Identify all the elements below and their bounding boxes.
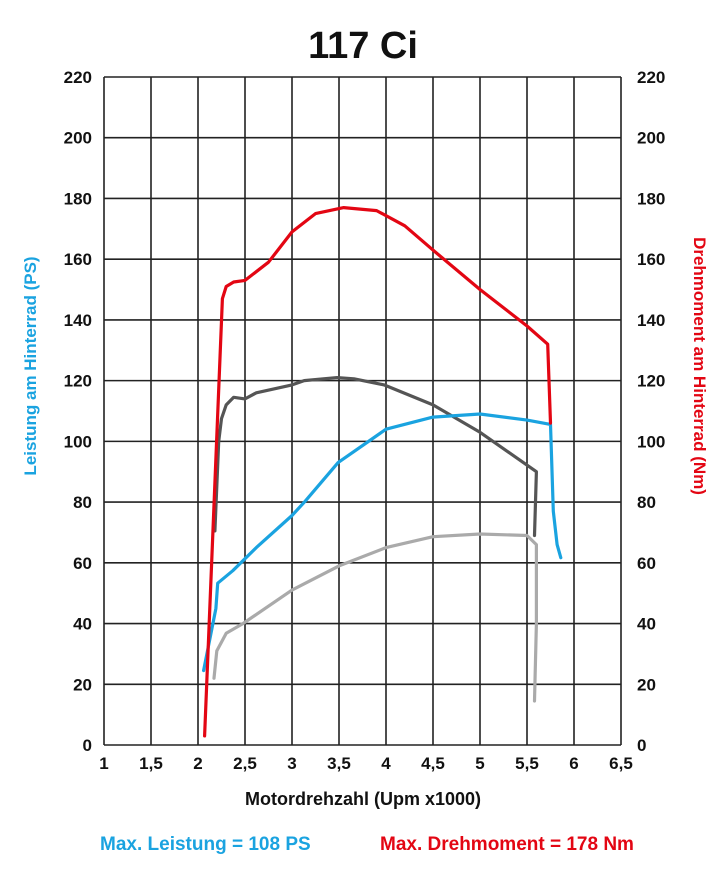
y-tick-label-right: 180	[637, 189, 665, 208]
x-tick-label: 4	[381, 754, 391, 773]
series-line-drehmoment	[203, 206, 553, 738]
y-tick-label-right: 220	[637, 68, 665, 87]
x-tick-label: 2	[193, 754, 202, 773]
x-tick-label: 4,5	[421, 754, 445, 773]
x-tick-label: 5	[475, 754, 484, 773]
y-tick-label-left: 80	[73, 493, 92, 512]
x-tick-label: 6	[569, 754, 578, 773]
y-tick-label-right: 160	[637, 250, 665, 269]
y-tick-label-left: 40	[73, 615, 92, 634]
y-tick-label-left: 20	[73, 675, 92, 694]
y-tick-label-right: 120	[637, 372, 665, 391]
y-axis-label-right: Drehmoment am Hinterrad (Nm)	[690, 237, 709, 495]
y-tick-label-right: 0	[637, 736, 646, 755]
y-tick-label-left: 180	[64, 189, 92, 208]
x-tick-label: 3,5	[327, 754, 351, 773]
y-tick-label-left: 220	[64, 68, 92, 87]
y-tick-label-left: 120	[64, 372, 92, 391]
y-tick-label-left: 200	[64, 129, 92, 148]
grid	[103, 76, 622, 746]
max-torque-annotation: Max. Drehmoment = 178 Nm	[380, 834, 634, 855]
max-power-annotation: Max. Leistung = 108 PS	[100, 834, 311, 855]
x-tick-label: 6,5	[609, 754, 633, 773]
y-tick-label-right: 80	[637, 493, 656, 512]
y-axis-label-left: Leistung am Hinterrad (PS)	[21, 256, 40, 475]
y-tick-label-left: 160	[64, 250, 92, 269]
x-tick-label: 5,5	[515, 754, 539, 773]
y-tick-label-right: 60	[637, 554, 656, 573]
y-tick-label-left: 100	[64, 432, 92, 451]
x-tick-label: 2,5	[233, 754, 257, 773]
x-axis-label: Motordrehzahl (Upm x1000)	[245, 789, 481, 809]
series-line-drehmoment-serie	[213, 376, 538, 538]
y-tick-label-right: 200	[637, 129, 665, 148]
y-tick-label-right: 140	[637, 311, 665, 330]
series-lines	[202, 206, 563, 738]
series-line-leistung-serie	[212, 532, 538, 703]
y-tick-label-left: 0	[83, 736, 92, 755]
y-tick-label-right: 20	[637, 675, 656, 694]
y-tick-label-right: 40	[637, 615, 656, 634]
series-line-leistung	[202, 412, 563, 673]
chart-title: 117 Ci	[308, 25, 418, 67]
y-tick-label-right: 100	[637, 432, 665, 451]
x-tick-label: 1,5	[139, 754, 163, 773]
y-tick-label-left: 60	[73, 554, 92, 573]
y-tick-label-left: 140	[64, 311, 92, 330]
x-tick-label: 1	[99, 754, 108, 773]
x-tick-label: 3	[287, 754, 296, 773]
